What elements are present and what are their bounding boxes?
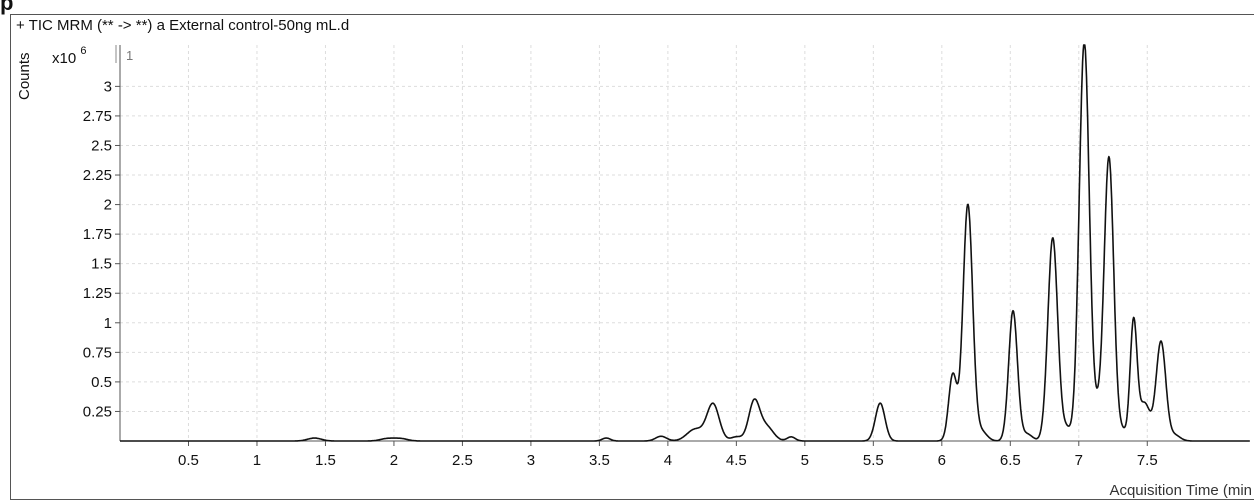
x-tick-label: 6.5 xyxy=(1000,452,1021,469)
x-tick-label: 3 xyxy=(527,452,535,469)
cut-off-heading: p xyxy=(0,0,14,15)
trace-title: + TIC MRM (** -> **) a External control-… xyxy=(16,17,350,34)
y-tick-label: 1.75 xyxy=(83,226,112,243)
y-tick-label: 2.5 xyxy=(91,137,112,154)
chart-frame xyxy=(10,14,1254,500)
x-tick-label: 1.5 xyxy=(315,452,336,469)
y-tick-label: 0.75 xyxy=(83,344,112,361)
x-tick-label: 4.5 xyxy=(726,452,747,469)
y-multiplier-exponent: 6 xyxy=(80,45,87,57)
x-tick-label: 7.5 xyxy=(1137,452,1158,469)
x-tick-label: 0.5 xyxy=(178,452,199,469)
x-tick-label: 5 xyxy=(801,452,809,469)
tic-trace-line xyxy=(119,44,1250,442)
y-multiplier-base: x10 xyxy=(52,50,77,67)
x-tick-label: 7 xyxy=(1075,452,1083,469)
panel-index: 1 xyxy=(126,48,134,63)
x-tick-label: 2.5 xyxy=(452,452,473,469)
y-tick-label: 1 xyxy=(104,315,112,332)
y-tick-label: 1.25 xyxy=(83,285,112,302)
y-tick-label: 3 xyxy=(104,78,112,95)
x-tick-label: 4 xyxy=(664,452,672,469)
x-tick-label: 6 xyxy=(938,452,946,469)
y-multiplier: x10 6 xyxy=(52,45,87,67)
y-tick-label: 2.25 xyxy=(83,167,112,184)
y-tick-label: 0.5 xyxy=(91,374,112,391)
y-tick-label: 2.75 xyxy=(83,108,112,125)
x-axis-label: Acquisition Time (min xyxy=(1109,482,1252,499)
y-tick-label: 2 xyxy=(104,197,112,214)
y-tick-label: 1.5 xyxy=(91,256,112,273)
x-tick-label: 5.5 xyxy=(863,452,884,469)
x-tick-label: 1 xyxy=(253,452,261,469)
x-tick-label: 2 xyxy=(390,452,398,469)
y-tick-label: 0.25 xyxy=(83,403,112,420)
x-tick-label: 3.5 xyxy=(589,452,610,469)
